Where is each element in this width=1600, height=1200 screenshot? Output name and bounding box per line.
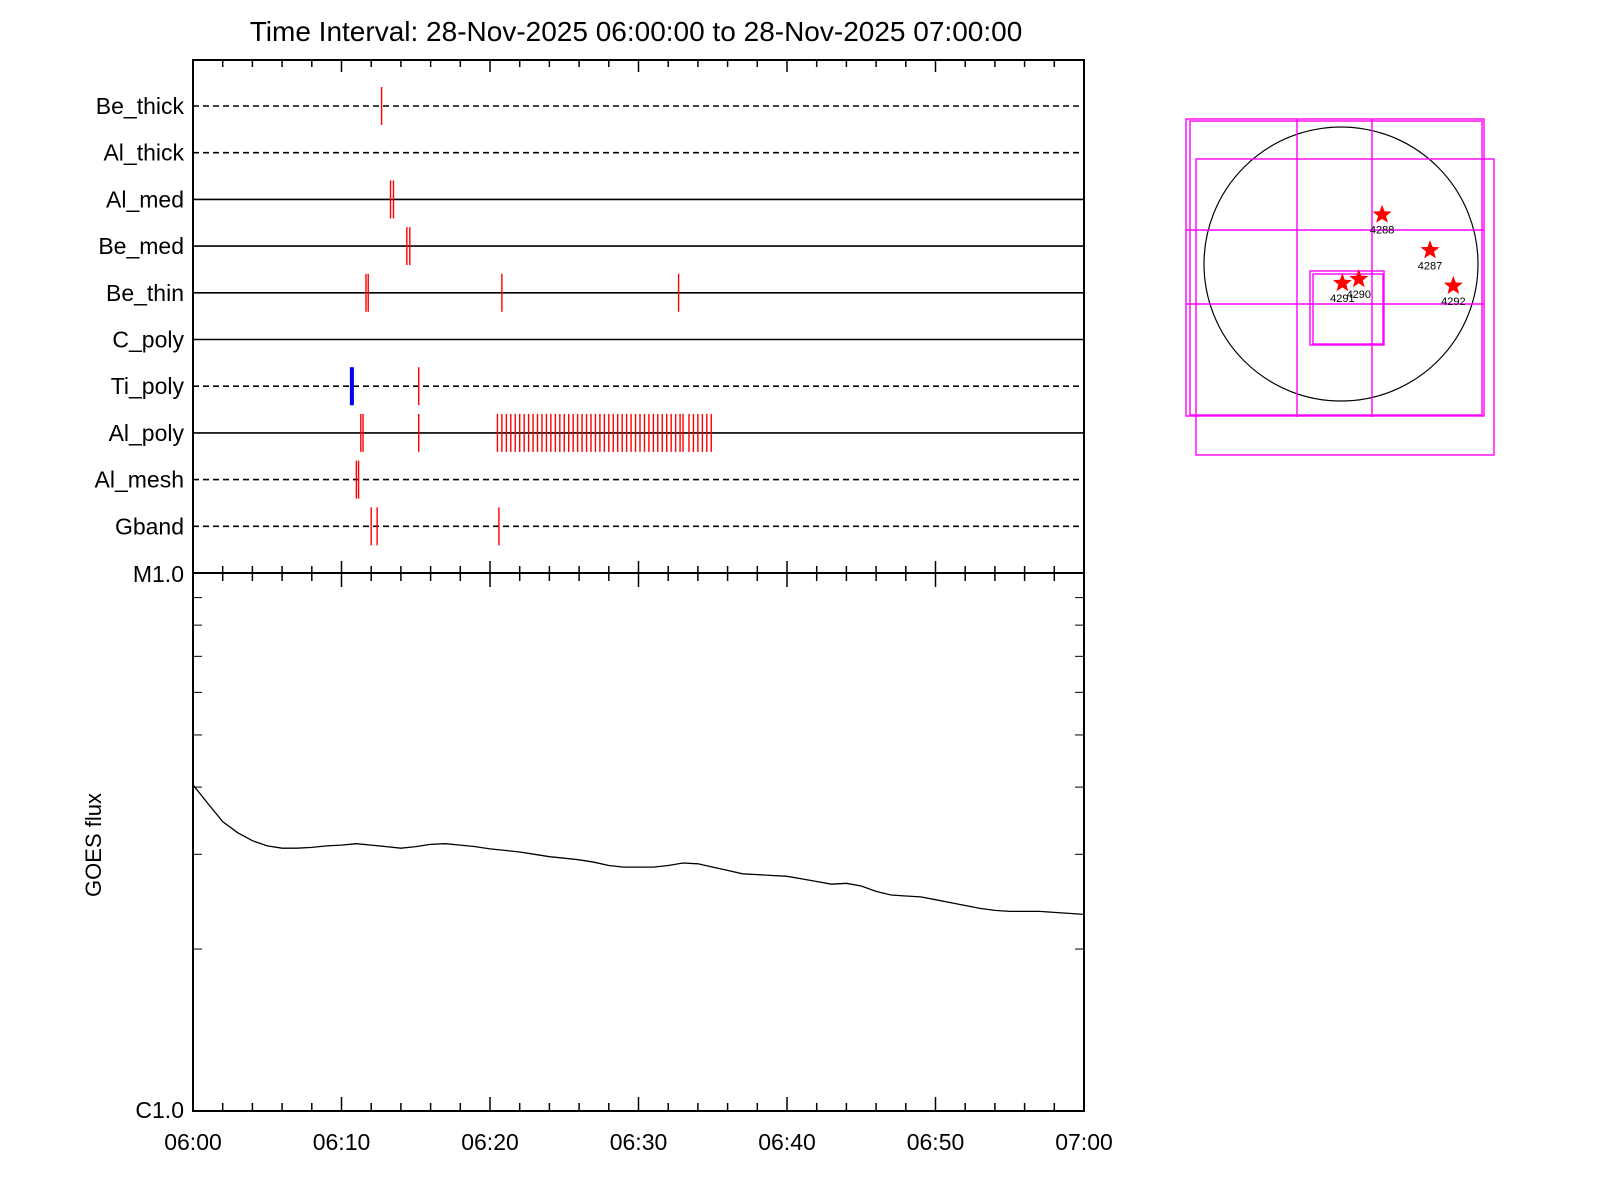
y-axis-label: GOES flux [81, 793, 106, 897]
fov-box [1312, 273, 1384, 345]
channel-label: Be_thin [106, 280, 184, 306]
fov-box [1185, 118, 1485, 417]
active-region-marker [1443, 275, 1463, 294]
x-tick-label: 06:10 [313, 1129, 371, 1155]
x-tick-label: 06:50 [907, 1129, 965, 1155]
x-tick-label: 06:40 [758, 1129, 816, 1155]
active-region-marker [1349, 269, 1369, 288]
channel-label: Be_med [98, 233, 184, 259]
x-tick-label: 06:00 [164, 1129, 222, 1155]
channel-label: Gband [115, 513, 184, 539]
x-tick-label: 06:20 [461, 1129, 519, 1155]
channel-label: Be_thick [96, 93, 185, 119]
active-region-label: 4291 [1330, 293, 1354, 305]
channel-label: Al_mesh [95, 467, 184, 493]
active-region-label: 4287 [1418, 260, 1442, 272]
channel-label: Al_thick [103, 140, 184, 166]
chart-title: Time Interval: 28-Nov-2025 06:00:00 to 2… [250, 16, 1023, 47]
active-region-label: 4288 [1370, 225, 1394, 237]
x-tick-label: 07:00 [1055, 1129, 1113, 1155]
active-region-label: 4292 [1441, 296, 1465, 308]
active-region-label: 4290 [1347, 289, 1371, 301]
exposure-timeline-panel: Be_thick Al_thick Al_med Be_med Be_thin C_pol… [95, 59, 1085, 574]
active-region-marker [1420, 240, 1440, 259]
fov-box [1189, 120, 1483, 416]
y-tick-label: M1.0 [133, 561, 184, 587]
goes-flux-line [192, 784, 1085, 916]
channel-label: C_poly [112, 327, 184, 353]
active-region-marker [1332, 273, 1352, 292]
channel-label: Ti_poly [111, 373, 185, 399]
goes-frame [192, 572, 1085, 1112]
sun-limb [1203, 126, 1479, 402]
x-tick-label: 06:30 [610, 1129, 668, 1155]
channel-label: Al_med [106, 186, 184, 212]
fov-box [1309, 270, 1385, 346]
active-region-marker [1372, 204, 1392, 223]
fov-box [1195, 158, 1495, 456]
timeline-frame [192, 59, 1085, 574]
goes-flux-panel: M1.0 C1.0 GOES flux 06:00 06:10 06:20 06:30 06:… [81, 561, 1113, 1155]
y-tick-label: C1.0 [135, 1097, 184, 1123]
channel-label: Al_poly [109, 420, 185, 446]
